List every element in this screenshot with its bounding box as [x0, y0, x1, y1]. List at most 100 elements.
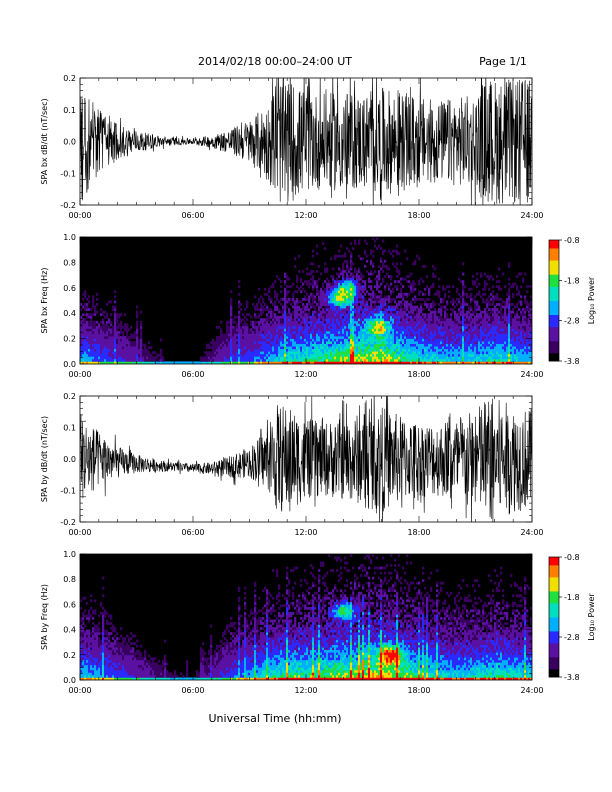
- spectrogram-cell: [378, 285, 381, 289]
- spectrogram-cell: [304, 348, 307, 352]
- spectrogram-cell: [370, 333, 373, 337]
- spectrogram-cell: [496, 356, 499, 360]
- spectrogram-cell: [398, 356, 401, 360]
- spectrogram-cell: [388, 341, 391, 344]
- spectrogram-cell: [290, 285, 293, 289]
- spectrogram-cell: [414, 262, 417, 266]
- spectrogram-cell: [438, 328, 441, 332]
- spectrogram-cell: [276, 343, 279, 347]
- spectrogram-cell: [86, 330, 89, 334]
- spectrogram-cell: [216, 353, 219, 357]
- spectrogram-cell: [354, 267, 357, 271]
- spectrogram-cell: [376, 348, 379, 352]
- spectrogram-cell: [362, 305, 365, 309]
- spectrogram-cell: [412, 320, 415, 324]
- spectrogram-cell: [508, 346, 511, 350]
- spectrogram-cell: [304, 336, 307, 339]
- spectrogram-cell: [242, 325, 245, 329]
- spectrogram-cell: [506, 318, 509, 322]
- spectrogram-cell: [510, 358, 513, 362]
- spectrogram-cell: [102, 356, 105, 360]
- spectrogram-cell: [362, 323, 365, 327]
- spectrogram-cell: [250, 353, 253, 357]
- spectrogram-cell: [266, 323, 269, 327]
- spectrogram-cell: [366, 336, 369, 339]
- spectrogram-cell: [96, 338, 99, 342]
- spectrogram-cell: [482, 330, 485, 334]
- spectrogram-cell: [380, 333, 383, 337]
- spectrogram-cell: [478, 336, 481, 339]
- spectrogram-cell: [312, 270, 315, 273]
- spectrogram-cell: [84, 343, 87, 347]
- spectrogram-cell: [382, 341, 385, 344]
- spectrogram-cell: [470, 313, 473, 317]
- spectrogram-cell: [508, 348, 511, 352]
- spectrogram-cell: [516, 348, 519, 352]
- spectrogram-cell: [436, 341, 439, 344]
- spectrogram-cell: [436, 325, 439, 329]
- spectrogram-cell: [260, 336, 263, 339]
- spectrogram-cell: [390, 341, 393, 344]
- spectrogram-cell: [396, 318, 399, 322]
- spectrogram-cell: [344, 287, 347, 291]
- x-tick-label: 12:00: [294, 211, 317, 220]
- spectrogram-cell: [250, 333, 253, 337]
- spectrogram-cell: [376, 247, 379, 250]
- spectrogram-cell: [372, 292, 375, 296]
- spectrogram-cell: [394, 338, 397, 342]
- spectrogram-cell: [342, 358, 345, 362]
- spectrogram-cell: [266, 343, 269, 347]
- spectrogram-cell: [362, 341, 365, 344]
- spectrogram-cell: [442, 353, 445, 357]
- spectrogram-cell: [262, 297, 265, 301]
- y-tick-label: 0.0: [63, 138, 76, 147]
- spectrogram-cell: [400, 313, 403, 317]
- spectrogram-cell: [504, 310, 507, 314]
- spectrogram-cell: [252, 303, 255, 306]
- spectrogram-cell: [332, 325, 335, 329]
- spectrogram-cell: [278, 300, 281, 304]
- spectrogram-cell: [376, 285, 379, 289]
- spectrogram-cell: [364, 282, 367, 286]
- spectrogram-cell: [450, 333, 453, 337]
- spectrogram-cell: [244, 353, 247, 357]
- spectrogram-cell: [318, 310, 321, 314]
- spectrogram-cell: [362, 315, 365, 319]
- spectrogram-cell: [412, 282, 415, 286]
- spectrogram-cell: [378, 325, 381, 329]
- spectrogram-cell: [342, 328, 345, 332]
- spectrogram-cell: [390, 346, 393, 350]
- spectrogram-cell: [374, 341, 377, 344]
- spectrogram-cell: [140, 330, 143, 334]
- spectrogram-cell: [432, 313, 435, 317]
- spectrogram-cell: [324, 330, 327, 334]
- spectrogram-cell: [242, 336, 245, 339]
- spectrogram-cell: [92, 313, 95, 317]
- spectrogram-cell: [352, 297, 355, 301]
- spectrogram-cell: [292, 346, 295, 350]
- spectrogram-cell: [468, 313, 471, 317]
- spectrogram-cell: [348, 315, 351, 319]
- spectrogram-cell: [294, 264, 297, 268]
- spectrogram-cell: [474, 280, 477, 284]
- spectrogram-cell: [84, 328, 87, 332]
- spectrogram-cell: [444, 313, 447, 317]
- spectrogram-cell: [236, 346, 239, 350]
- spectrogram-cell: [474, 328, 477, 332]
- spectrogram-cell: [238, 318, 241, 322]
- spectrogram-cell: [232, 353, 235, 357]
- spectrogram-cell: [474, 305, 477, 309]
- spectrogram-cell: [320, 348, 323, 352]
- spectrogram-cell: [378, 323, 381, 327]
- spectrogram-cell: [516, 313, 519, 317]
- spectrogram-cell: [340, 320, 343, 324]
- spectrogram-cell: [182, 361, 185, 364]
- spectrogram-cell: [510, 330, 513, 334]
- spectrogram-cell: [364, 252, 367, 256]
- spectrogram-cell: [462, 262, 465, 266]
- spectrogram-cell: [374, 346, 377, 350]
- spectrogram-cell: [344, 336, 347, 339]
- spectrogram-cell: [516, 361, 519, 364]
- spectrogram-cell: [388, 305, 391, 309]
